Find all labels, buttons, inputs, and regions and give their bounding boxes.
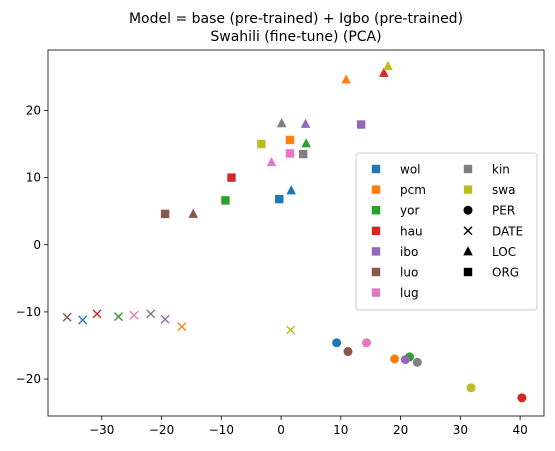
legend-marker	[463, 185, 473, 194]
data-points	[62, 60, 527, 403]
legend-label: ORG	[492, 266, 519, 280]
legend-entry-lug: lug	[371, 286, 419, 300]
legend: wol pcm yor hau ibo luo lug kin swa PER DATE LOC ORG	[355, 152, 538, 311]
legend-label: lug	[400, 286, 419, 300]
point-ibo-loc	[300, 118, 311, 128]
point-hau-per	[517, 393, 527, 403]
point-swa-loc	[383, 60, 393, 71]
legend-label: DATE	[492, 224, 523, 238]
legend-entry-pcm: pcm	[371, 183, 426, 197]
legend-marker	[371, 206, 381, 215]
legend-marker	[371, 164, 381, 174]
legend-marker	[371, 267, 381, 277]
point-luo-per	[343, 347, 353, 357]
point-yor-date	[114, 312, 124, 322]
legend-label: LOC	[492, 245, 516, 259]
x-tick-label: 10	[333, 423, 348, 437]
legend-entry-kin: kin	[463, 163, 510, 177]
point-kin-per	[412, 357, 422, 367]
point-wol-date	[78, 315, 88, 325]
y-tick-label: −20	[16, 372, 41, 386]
legend-entry-loc: LOC	[463, 245, 516, 259]
legend-marker	[463, 226, 473, 236]
legend-label: pcm	[400, 183, 426, 197]
legend-entry-hau: hau	[371, 224, 423, 238]
legend-entry-org: ORG	[463, 266, 519, 280]
point-ibo-date	[160, 314, 170, 324]
legend-marker	[463, 267, 473, 277]
point-pcm-org	[285, 135, 295, 145]
point-lug-org	[285, 149, 295, 158]
chart-title-line-2: Swahili (fine-tune) (PCA)	[210, 29, 381, 45]
legend-marker	[463, 246, 473, 256]
point-kin-date	[146, 309, 156, 319]
legend-label: swa	[492, 183, 515, 197]
point-luo-org	[160, 209, 170, 219]
point-luo-loc	[188, 208, 199, 218]
legend-entry-ibo: ibo	[371, 245, 418, 259]
legend-entry-luo: luo	[371, 266, 418, 280]
y-tick-label: 0	[33, 238, 41, 252]
point-swa-date	[286, 325, 296, 335]
legend-entry-swa: swa	[463, 183, 515, 197]
point-pcm-date	[177, 322, 187, 332]
point-yor-org	[221, 196, 230, 205]
point-ibo-per	[400, 355, 410, 365]
y-tick-label: 10	[26, 171, 41, 185]
axis-ticks: −30 −20 −10 0 10 20 30 40 −20 −10 0 10 20	[16, 103, 528, 437]
legend-label: hau	[400, 224, 423, 238]
legend-marker	[371, 247, 381, 256]
x-tick-label: 30	[453, 423, 468, 437]
legend-label: wol	[400, 163, 421, 177]
point-lug-date	[129, 310, 139, 320]
legend-entry-wol: wol	[371, 163, 421, 177]
x-tick-label: −30	[89, 423, 114, 437]
point-swa-org	[257, 139, 266, 149]
x-tick-label: −10	[209, 423, 234, 437]
point-ibo-org	[356, 120, 366, 129]
point-swa-per	[466, 383, 476, 393]
y-tick-label: −10	[16, 305, 41, 319]
point-lug-loc	[266, 156, 277, 167]
point-kin-org	[298, 149, 308, 159]
point-wol-loc	[286, 185, 297, 195]
plot-frame	[47, 49, 545, 417]
legend-marker	[371, 226, 381, 235]
point-lug-per	[362, 338, 372, 348]
legend-label: kin	[492, 163, 510, 177]
legend-entry-date: DATE	[463, 224, 523, 238]
legend-label: PER	[492, 204, 515, 218]
point-wol-org	[275, 194, 284, 204]
legend-label: yor	[400, 204, 419, 218]
legend-entry-per: PER	[463, 204, 515, 218]
legend-marker	[463, 205, 473, 215]
y-tick-label: 20	[26, 103, 41, 117]
point-wol-per	[332, 338, 342, 348]
point-hau-date	[92, 309, 102, 319]
x-tick-label: 0	[277, 423, 285, 437]
legend-box	[355, 152, 538, 311]
legend-marker	[371, 185, 381, 194]
point-kin-loc	[276, 118, 287, 128]
x-tick-label: −20	[149, 423, 174, 437]
point-pcm-loc	[341, 74, 351, 84]
legend-label: ibo	[400, 245, 418, 259]
legend-label: luo	[400, 266, 418, 280]
legend-marker	[463, 164, 473, 174]
point-luo-date	[62, 312, 72, 322]
point-hau-org	[227, 173, 236, 182]
point-hau-loc	[379, 67, 389, 77]
x-tick-label: 20	[393, 423, 408, 437]
point-pcm-per	[390, 354, 400, 364]
legend-entry-yor: yor	[371, 204, 419, 218]
legend-marker	[371, 288, 381, 297]
x-tick-label: 40	[512, 423, 527, 437]
point-yor-loc	[301, 138, 311, 148]
chart-title-line-1: Model = base (pre-trained) + Igbo (pre-t…	[129, 11, 463, 27]
